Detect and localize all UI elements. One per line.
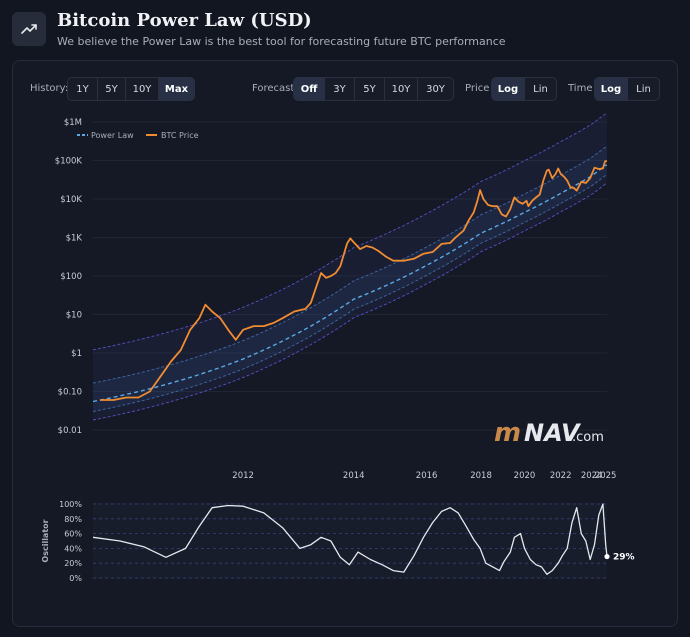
forecast-toggle: Off 3Y 5Y 10Y 30Y	[293, 77, 454, 101]
chart-card	[12, 60, 678, 627]
price-option-log[interactable]: Log	[492, 78, 525, 100]
forecast-option-30y[interactable]: 30Y	[426, 83, 445, 95]
forecast-option-off[interactable]: Off	[294, 78, 325, 100]
price-scale-toggle: Log Lin	[491, 77, 557, 101]
history-option-10y[interactable]: 10Y	[126, 78, 159, 100]
price-label: Price	[465, 83, 490, 94]
forecast-label: Forecast	[252, 83, 295, 94]
page-subtitle: We believe the Power Law is the best too…	[57, 35, 506, 48]
history-option-5y[interactable]: 5Y	[98, 78, 126, 100]
time-scale-toggle: Log Lin	[594, 77, 660, 101]
history-option-1y[interactable]: 1Y	[68, 78, 98, 100]
time-option-lin[interactable]: Lin	[636, 83, 651, 95]
forecast-option-3y[interactable]: 3Y	[325, 78, 355, 100]
page-title: Bitcoin Power Law (USD)	[57, 10, 312, 31]
history-label: History:	[30, 83, 69, 94]
forecast-option-5y[interactable]: 5Y	[355, 78, 385, 100]
trending-up-icon	[12, 12, 46, 46]
forecast-option-10y[interactable]: 10Y	[385, 78, 418, 100]
time-label: Time	[568, 83, 593, 94]
history-option-max[interactable]: Max	[159, 78, 194, 100]
price-option-lin[interactable]: Lin	[533, 83, 548, 95]
time-option-log[interactable]: Log	[595, 78, 628, 100]
history-toggle: 1Y 5Y 10Y Max	[67, 77, 195, 101]
